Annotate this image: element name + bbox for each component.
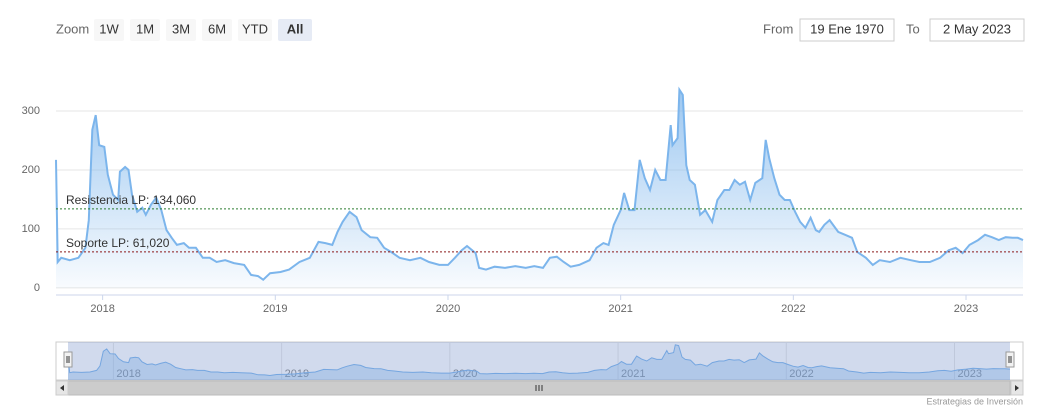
from-value[interactable]: 19 Ene 1970 <box>810 21 884 36</box>
zoom-label: Zoom <box>56 21 89 36</box>
y-tick-label: 100 <box>22 223 40 235</box>
x-tick-label: 2021 <box>608 303 632 315</box>
x-tick-label: 2022 <box>781 303 805 315</box>
scroll-right-arrow <box>1015 385 1019 391</box>
navigator-label: 2018 <box>116 368 140 380</box>
range-button-label[interactable]: 3M <box>172 21 190 36</box>
y-tick-label: 200 <box>22 164 40 176</box>
scroll-left-arrow <box>60 385 64 391</box>
to-value[interactable]: 2 May 2023 <box>943 21 1011 36</box>
series-line <box>55 86 1024 281</box>
navigator-label: 2023 <box>957 368 981 380</box>
from-input[interactable] <box>799 18 895 42</box>
range-button-label[interactable]: 1M <box>136 21 154 36</box>
to-label: To <box>906 21 920 36</box>
range-button-label[interactable]: 6M <box>208 21 226 36</box>
credit: Estrategias de Inversión <box>926 396 1023 406</box>
to-input[interactable] <box>929 18 1025 42</box>
range-button[interactable] <box>130 19 160 41</box>
navigator-line <box>67 344 1011 377</box>
navigator-mask <box>68 342 1010 380</box>
area-fill <box>56 89 1023 288</box>
y-tick-label: 300 <box>22 105 40 117</box>
annotation-label: Resistencia LP: 134,060 <box>66 193 196 207</box>
from-label: From <box>763 21 793 36</box>
range-button[interactable] <box>238 19 272 41</box>
range-button[interactable] <box>278 19 312 41</box>
range-button[interactable] <box>166 19 196 41</box>
x-tick-label: 2023 <box>954 303 978 315</box>
navigator-label: 2022 <box>789 368 813 380</box>
annotation-label: Soporte LP: 61,020 <box>66 236 170 250</box>
x-tick-label: 2020 <box>436 303 460 315</box>
navigator-label: 2021 <box>621 368 645 380</box>
navigator-fill <box>68 344 1010 380</box>
range-button[interactable] <box>202 19 232 41</box>
range-button-label[interactable]: 1W <box>99 21 119 36</box>
x-tick-label: 2019 <box>263 303 287 315</box>
range-button-label[interactable]: All <box>287 21 304 36</box>
navigator-handle[interactable] <box>63 351 73 368</box>
range-button-label[interactable]: YTD <box>242 21 268 36</box>
range-button[interactable] <box>94 19 124 41</box>
x-tick-label: 2018 <box>90 303 114 315</box>
navigator-handle[interactable] <box>1005 351 1015 368</box>
y-tick-label: 0 <box>34 282 40 294</box>
